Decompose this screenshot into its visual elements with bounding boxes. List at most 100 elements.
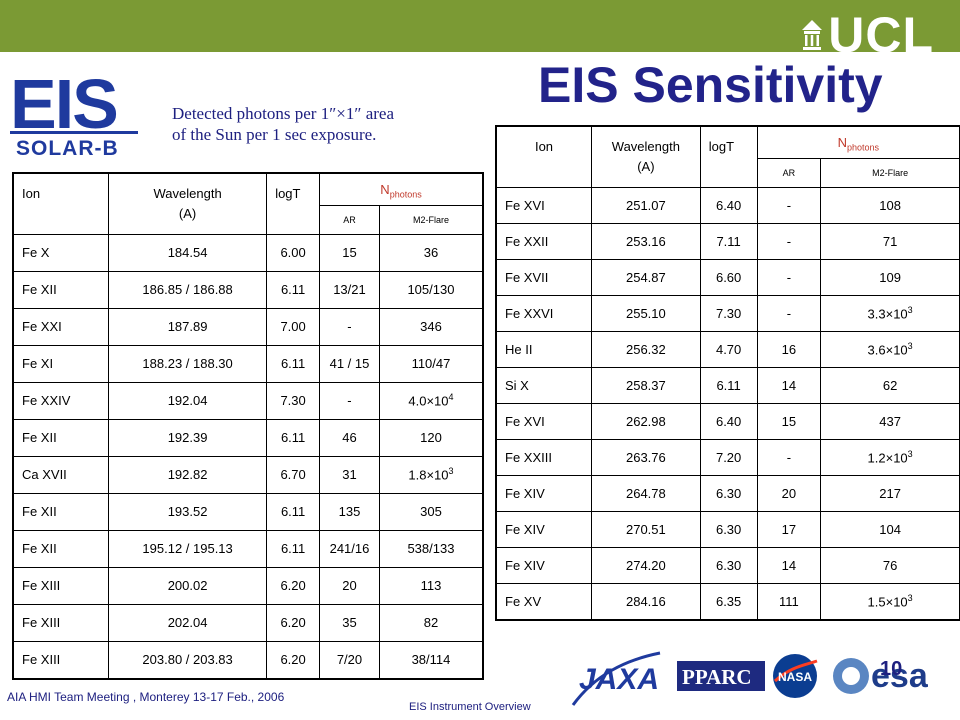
logt-cell: 6.40 bbox=[699, 402, 758, 440]
table-row: He II 256.32 4.70 16 3.6×103 bbox=[495, 330, 960, 368]
table-row: Fe XII 193.52 6.11 135 305 bbox=[12, 492, 484, 531]
flare-cell: 1.5×103 bbox=[820, 582, 960, 621]
flare-cell: 437 bbox=[820, 402, 960, 440]
ar-cell: - bbox=[756, 294, 822, 332]
table-row: Fe XXII 253.16 7.11-71 bbox=[495, 222, 960, 260]
flare-cell: 538/133 bbox=[378, 529, 484, 568]
ion-cell: Fe XXVI bbox=[495, 294, 593, 332]
ion-cell: Fe XIII bbox=[12, 640, 109, 680]
ion-cell: Fe XXIII bbox=[495, 438, 593, 476]
wavelength-cell: 263.76 bbox=[591, 438, 701, 476]
logt-cell: 6.11 bbox=[266, 529, 321, 568]
wavelength-cell: 258.37 bbox=[591, 366, 701, 404]
logt-cell: 6.20 bbox=[266, 566, 321, 605]
header-ion: Ion bbox=[495, 125, 593, 188]
ion-cell: He II bbox=[495, 330, 593, 368]
eis-solar-b-logo: EIS SOLAR-B bbox=[10, 70, 138, 158]
header-flare: M2-Flare bbox=[820, 157, 960, 188]
ar-cell: 14 bbox=[756, 366, 822, 404]
table-row: Fe XIV 274.20 6.30 14 76 bbox=[495, 546, 960, 584]
flare-cell: 3.3×103 bbox=[820, 294, 960, 332]
header-logt: logT bbox=[266, 172, 321, 235]
ar-cell: 111 bbox=[756, 582, 822, 621]
ar-cell: 7/20 bbox=[319, 640, 380, 680]
flare-mantissa: 4.0×10 bbox=[408, 393, 449, 409]
logt-cell: 6.30 bbox=[699, 474, 758, 512]
logt-cell: 7.11 bbox=[699, 222, 758, 260]
flare-exponent: 3 bbox=[448, 466, 454, 477]
table-row: Fe XXIII 263.76 7.20-1.2×103 bbox=[495, 438, 960, 476]
esa-logo-text: esa bbox=[871, 657, 929, 695]
ion-cell: Fe XIV bbox=[495, 546, 593, 584]
ion-cell: Fe XV bbox=[495, 582, 593, 621]
wavelength-cell: 284.16 bbox=[591, 582, 701, 621]
flare-cell: 305 bbox=[378, 492, 484, 531]
wavelength-cell: 188.23 / 188.30 bbox=[107, 344, 268, 383]
logt-cell: 6.11 bbox=[266, 270, 321, 309]
wavelength-cell: 203.80 / 203.83 bbox=[107, 640, 268, 680]
wavelength-cell: 270.51 bbox=[591, 510, 701, 548]
flare-cell: 62 bbox=[820, 366, 960, 404]
wavelength-cell: 256.32 bbox=[591, 330, 701, 368]
logt-cell: 6.20 bbox=[266, 640, 321, 680]
ion-cell: Fe XII bbox=[12, 418, 109, 457]
logt-cell: 6.11 bbox=[266, 492, 321, 531]
top-bar: UCL bbox=[0, 0, 960, 60]
logt-cell: 6.00 bbox=[266, 233, 321, 272]
header-ion: Ion bbox=[12, 172, 109, 235]
wavelength-cell: 184.54 bbox=[107, 233, 268, 272]
ion-cell: Fe XIV bbox=[495, 474, 593, 512]
flare-mantissa: 3.6×10 bbox=[867, 342, 908, 358]
table-row: Fe XII 192.39 6.11 46 120 bbox=[12, 418, 484, 457]
table-row: Fe XIV 264.78 6.30 20 217 bbox=[495, 474, 960, 512]
ion-cell: Fe XVII bbox=[495, 258, 593, 296]
ion-cell: Fe X bbox=[12, 233, 109, 272]
wavelength-cell: 262.98 bbox=[591, 402, 701, 440]
header-wavelength: Wavelength (A) bbox=[591, 125, 701, 188]
agency-logos: JAXA PPARC NASA esa bbox=[571, 651, 929, 706]
ar-cell: 15 bbox=[319, 233, 380, 272]
flare-cell: 3.6×103 bbox=[820, 330, 960, 368]
page-title: EIS Sensitivity bbox=[538, 57, 883, 113]
header-nphotons: Nphotons bbox=[319, 172, 484, 206]
pparc-logo: PPARC bbox=[677, 661, 765, 691]
ucl-logo-text: UCL bbox=[828, 7, 934, 63]
wavelength-cell: 202.04 bbox=[107, 603, 268, 642]
ion-cell: Fe XII bbox=[12, 529, 109, 568]
caption: Detected photons per 1″×1″ area of the S… bbox=[172, 103, 472, 145]
flare-cell: 82 bbox=[378, 603, 484, 642]
flare-mantissa: 1.2×10 bbox=[867, 450, 908, 466]
ion-cell: Fe XXI bbox=[12, 307, 109, 346]
ar-cell: 15 bbox=[756, 402, 822, 440]
wavelength-cell: 187.89 bbox=[107, 307, 268, 346]
header-wavelength: Wavelength (A) bbox=[107, 172, 268, 235]
ar-cell: 135 bbox=[319, 492, 380, 531]
ion-cell: Si X bbox=[495, 366, 593, 404]
footer-meeting: AIA HMI Team Meeting , Monterey 13-17 Fe… bbox=[7, 690, 285, 704]
sensitivity-table-left: Ion Wavelength (A) logT Nphotons AR M2-Fl… bbox=[12, 172, 484, 680]
table-row: Fe XIII 202.04 6.20 35 82 bbox=[12, 603, 484, 642]
flare-cell: 108 bbox=[820, 186, 960, 224]
flare-mantissa: 1.8×10 bbox=[408, 467, 449, 483]
table-row: Fe XIII 203.80 / 203.83 6.20 7/20 38/114 bbox=[12, 640, 484, 680]
flare-cell: 105/130 bbox=[378, 270, 484, 309]
logt-cell: 6.30 bbox=[699, 510, 758, 548]
ion-cell: Fe XIII bbox=[12, 603, 109, 642]
page-number: 10 bbox=[880, 658, 903, 680]
flare-cell: 109 bbox=[820, 258, 960, 296]
table-row: Fe XIII 200.02 6.20 20 113 bbox=[12, 566, 484, 605]
table-row: Fe XII 195.12 / 195.13 6.11 241/16 538/133 bbox=[12, 529, 484, 568]
table-row: Fe XII 186.85 / 186.88 6.11 13/21 105/130 bbox=[12, 270, 484, 309]
ar-cell: 16 bbox=[756, 330, 822, 368]
flare-cell: 38/114 bbox=[378, 640, 484, 680]
wavelength-cell: 192.39 bbox=[107, 418, 268, 457]
table-row: Fe XVI 251.07 6.40-108 bbox=[495, 186, 960, 224]
flare-cell: 4.0×104 bbox=[378, 381, 484, 420]
table-row: Fe XIV 270.51 6.30 17 104 bbox=[495, 510, 960, 548]
caption-line-2: of the Sun per 1 sec exposure. bbox=[172, 125, 377, 144]
ar-cell: 46 bbox=[319, 418, 380, 457]
pparc-logo-text: PPARC bbox=[682, 665, 752, 689]
header-ar: AR bbox=[319, 204, 380, 235]
logt-cell: 6.70 bbox=[266, 455, 321, 494]
ar-cell: - bbox=[756, 438, 822, 476]
